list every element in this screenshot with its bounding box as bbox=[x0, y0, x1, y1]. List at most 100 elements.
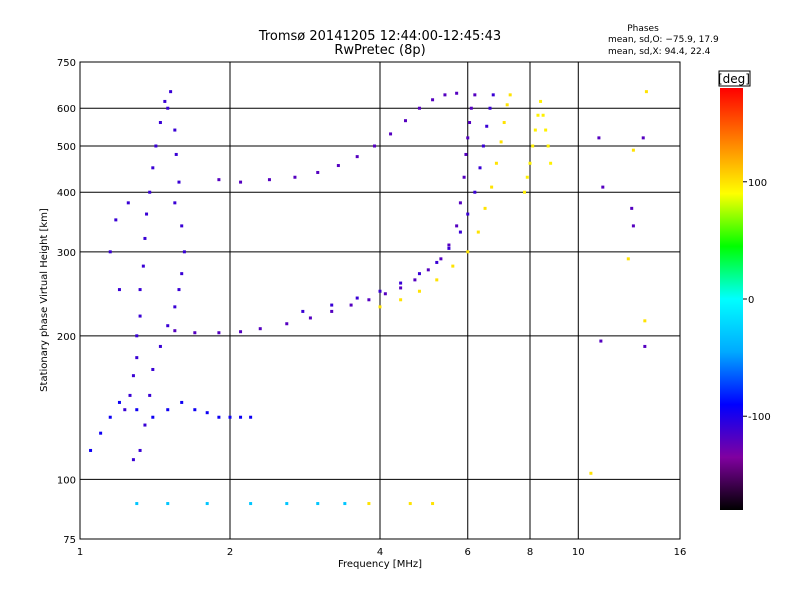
data-point bbox=[114, 218, 118, 222]
data-point bbox=[228, 415, 232, 419]
data-point bbox=[141, 264, 145, 268]
data-point bbox=[549, 161, 553, 165]
data-point bbox=[491, 93, 495, 97]
colorbar-tick-label: 100 bbox=[748, 178, 767, 189]
y-tick-label: 500 bbox=[57, 142, 76, 153]
data-points bbox=[89, 90, 648, 506]
data-point bbox=[462, 175, 466, 179]
data-point bbox=[508, 93, 512, 97]
data-point bbox=[631, 224, 635, 228]
data-point bbox=[417, 106, 421, 110]
data-point bbox=[455, 224, 459, 228]
data-point bbox=[135, 502, 139, 506]
data-point bbox=[476, 230, 480, 234]
data-point bbox=[458, 230, 462, 234]
data-point bbox=[599, 339, 603, 343]
data-point bbox=[301, 309, 305, 313]
colorbar-tick-label: 0 bbox=[748, 295, 754, 306]
data-point bbox=[447, 243, 451, 247]
data-point bbox=[630, 206, 634, 210]
data-point bbox=[135, 356, 139, 360]
data-point bbox=[205, 411, 209, 415]
data-point bbox=[644, 90, 648, 94]
data-point bbox=[355, 155, 359, 159]
x-tick-label: 6 bbox=[465, 547, 471, 558]
data-point bbox=[336, 164, 340, 168]
data-point bbox=[539, 99, 543, 103]
data-point bbox=[173, 329, 177, 333]
data-point bbox=[285, 322, 289, 326]
data-point bbox=[417, 272, 421, 276]
data-point bbox=[478, 166, 482, 170]
data-point bbox=[490, 185, 494, 189]
data-point bbox=[601, 185, 605, 189]
data-point bbox=[473, 93, 477, 97]
data-point bbox=[108, 415, 112, 419]
data-point bbox=[399, 281, 403, 285]
data-point bbox=[431, 502, 435, 506]
data-point bbox=[143, 236, 147, 240]
data-point bbox=[494, 161, 498, 165]
data-point bbox=[349, 303, 353, 307]
data-point bbox=[378, 289, 382, 293]
data-point bbox=[466, 250, 470, 254]
x-tick-label: 4 bbox=[377, 547, 383, 558]
colorbar bbox=[720, 88, 743, 510]
data-point bbox=[308, 316, 312, 320]
colorbar-label-box bbox=[718, 70, 751, 87]
data-point bbox=[166, 106, 170, 110]
phase-stats-heading: Phases bbox=[627, 24, 659, 34]
data-point bbox=[143, 423, 147, 427]
data-point bbox=[128, 393, 132, 397]
x-axis-ticks: 1 2 4 6 8 10 16 bbox=[77, 547, 687, 558]
data-point bbox=[544, 128, 548, 132]
y-axis-ticks: 75 100 200 300 400 500 600 750 bbox=[57, 58, 76, 546]
x-tick-label: 10 bbox=[572, 547, 585, 558]
data-point bbox=[403, 119, 407, 123]
data-point bbox=[193, 331, 197, 335]
data-point bbox=[166, 324, 170, 328]
data-point bbox=[99, 431, 103, 435]
data-point bbox=[643, 319, 647, 323]
data-point bbox=[217, 178, 221, 182]
y-tick-label: 200 bbox=[57, 332, 76, 343]
data-point bbox=[426, 268, 430, 272]
data-point bbox=[541, 113, 545, 117]
data-point bbox=[151, 166, 155, 170]
data-point bbox=[158, 121, 162, 125]
data-point bbox=[536, 113, 540, 117]
data-point bbox=[355, 296, 359, 300]
data-point bbox=[455, 91, 459, 95]
data-point bbox=[151, 367, 155, 371]
data-point bbox=[367, 298, 371, 302]
data-point bbox=[525, 175, 529, 179]
data-point bbox=[466, 136, 470, 140]
y-tick-label: 400 bbox=[57, 188, 76, 199]
data-point bbox=[597, 136, 601, 140]
data-point bbox=[148, 393, 152, 397]
chart-subtitle: RwPretec (8p) bbox=[334, 43, 425, 58]
data-point bbox=[343, 502, 347, 506]
data-point bbox=[138, 314, 142, 318]
y-tick-label: 75 bbox=[63, 535, 76, 546]
data-point bbox=[169, 90, 173, 94]
colorbar-label: [deg] bbox=[718, 72, 750, 86]
data-point bbox=[89, 448, 93, 452]
data-point bbox=[523, 190, 527, 194]
data-point bbox=[135, 334, 139, 338]
data-point bbox=[439, 257, 443, 261]
data-point bbox=[131, 374, 135, 378]
data-point bbox=[258, 327, 262, 331]
x-tick-label: 8 bbox=[527, 547, 533, 558]
data-point bbox=[123, 408, 127, 412]
data-point bbox=[458, 201, 462, 205]
data-point bbox=[389, 132, 393, 136]
data-point bbox=[373, 144, 377, 148]
data-point bbox=[631, 148, 635, 152]
data-point bbox=[447, 246, 451, 250]
data-point bbox=[166, 502, 170, 506]
data-point bbox=[481, 144, 485, 148]
data-point bbox=[399, 286, 403, 290]
data-point bbox=[417, 289, 421, 293]
x-tick-label: 1 bbox=[77, 547, 83, 558]
